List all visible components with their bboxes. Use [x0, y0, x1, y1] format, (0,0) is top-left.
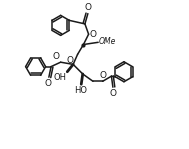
Text: O: O [84, 3, 91, 12]
Text: O: O [109, 89, 116, 98]
Text: O: O [44, 79, 51, 88]
Text: OMe: OMe [99, 37, 116, 46]
Text: O: O [99, 71, 106, 80]
Text: O: O [53, 52, 60, 61]
Text: O: O [90, 30, 97, 39]
Text: HO: HO [74, 86, 87, 95]
Text: OH: OH [53, 73, 67, 82]
Text: O: O [67, 56, 74, 65]
